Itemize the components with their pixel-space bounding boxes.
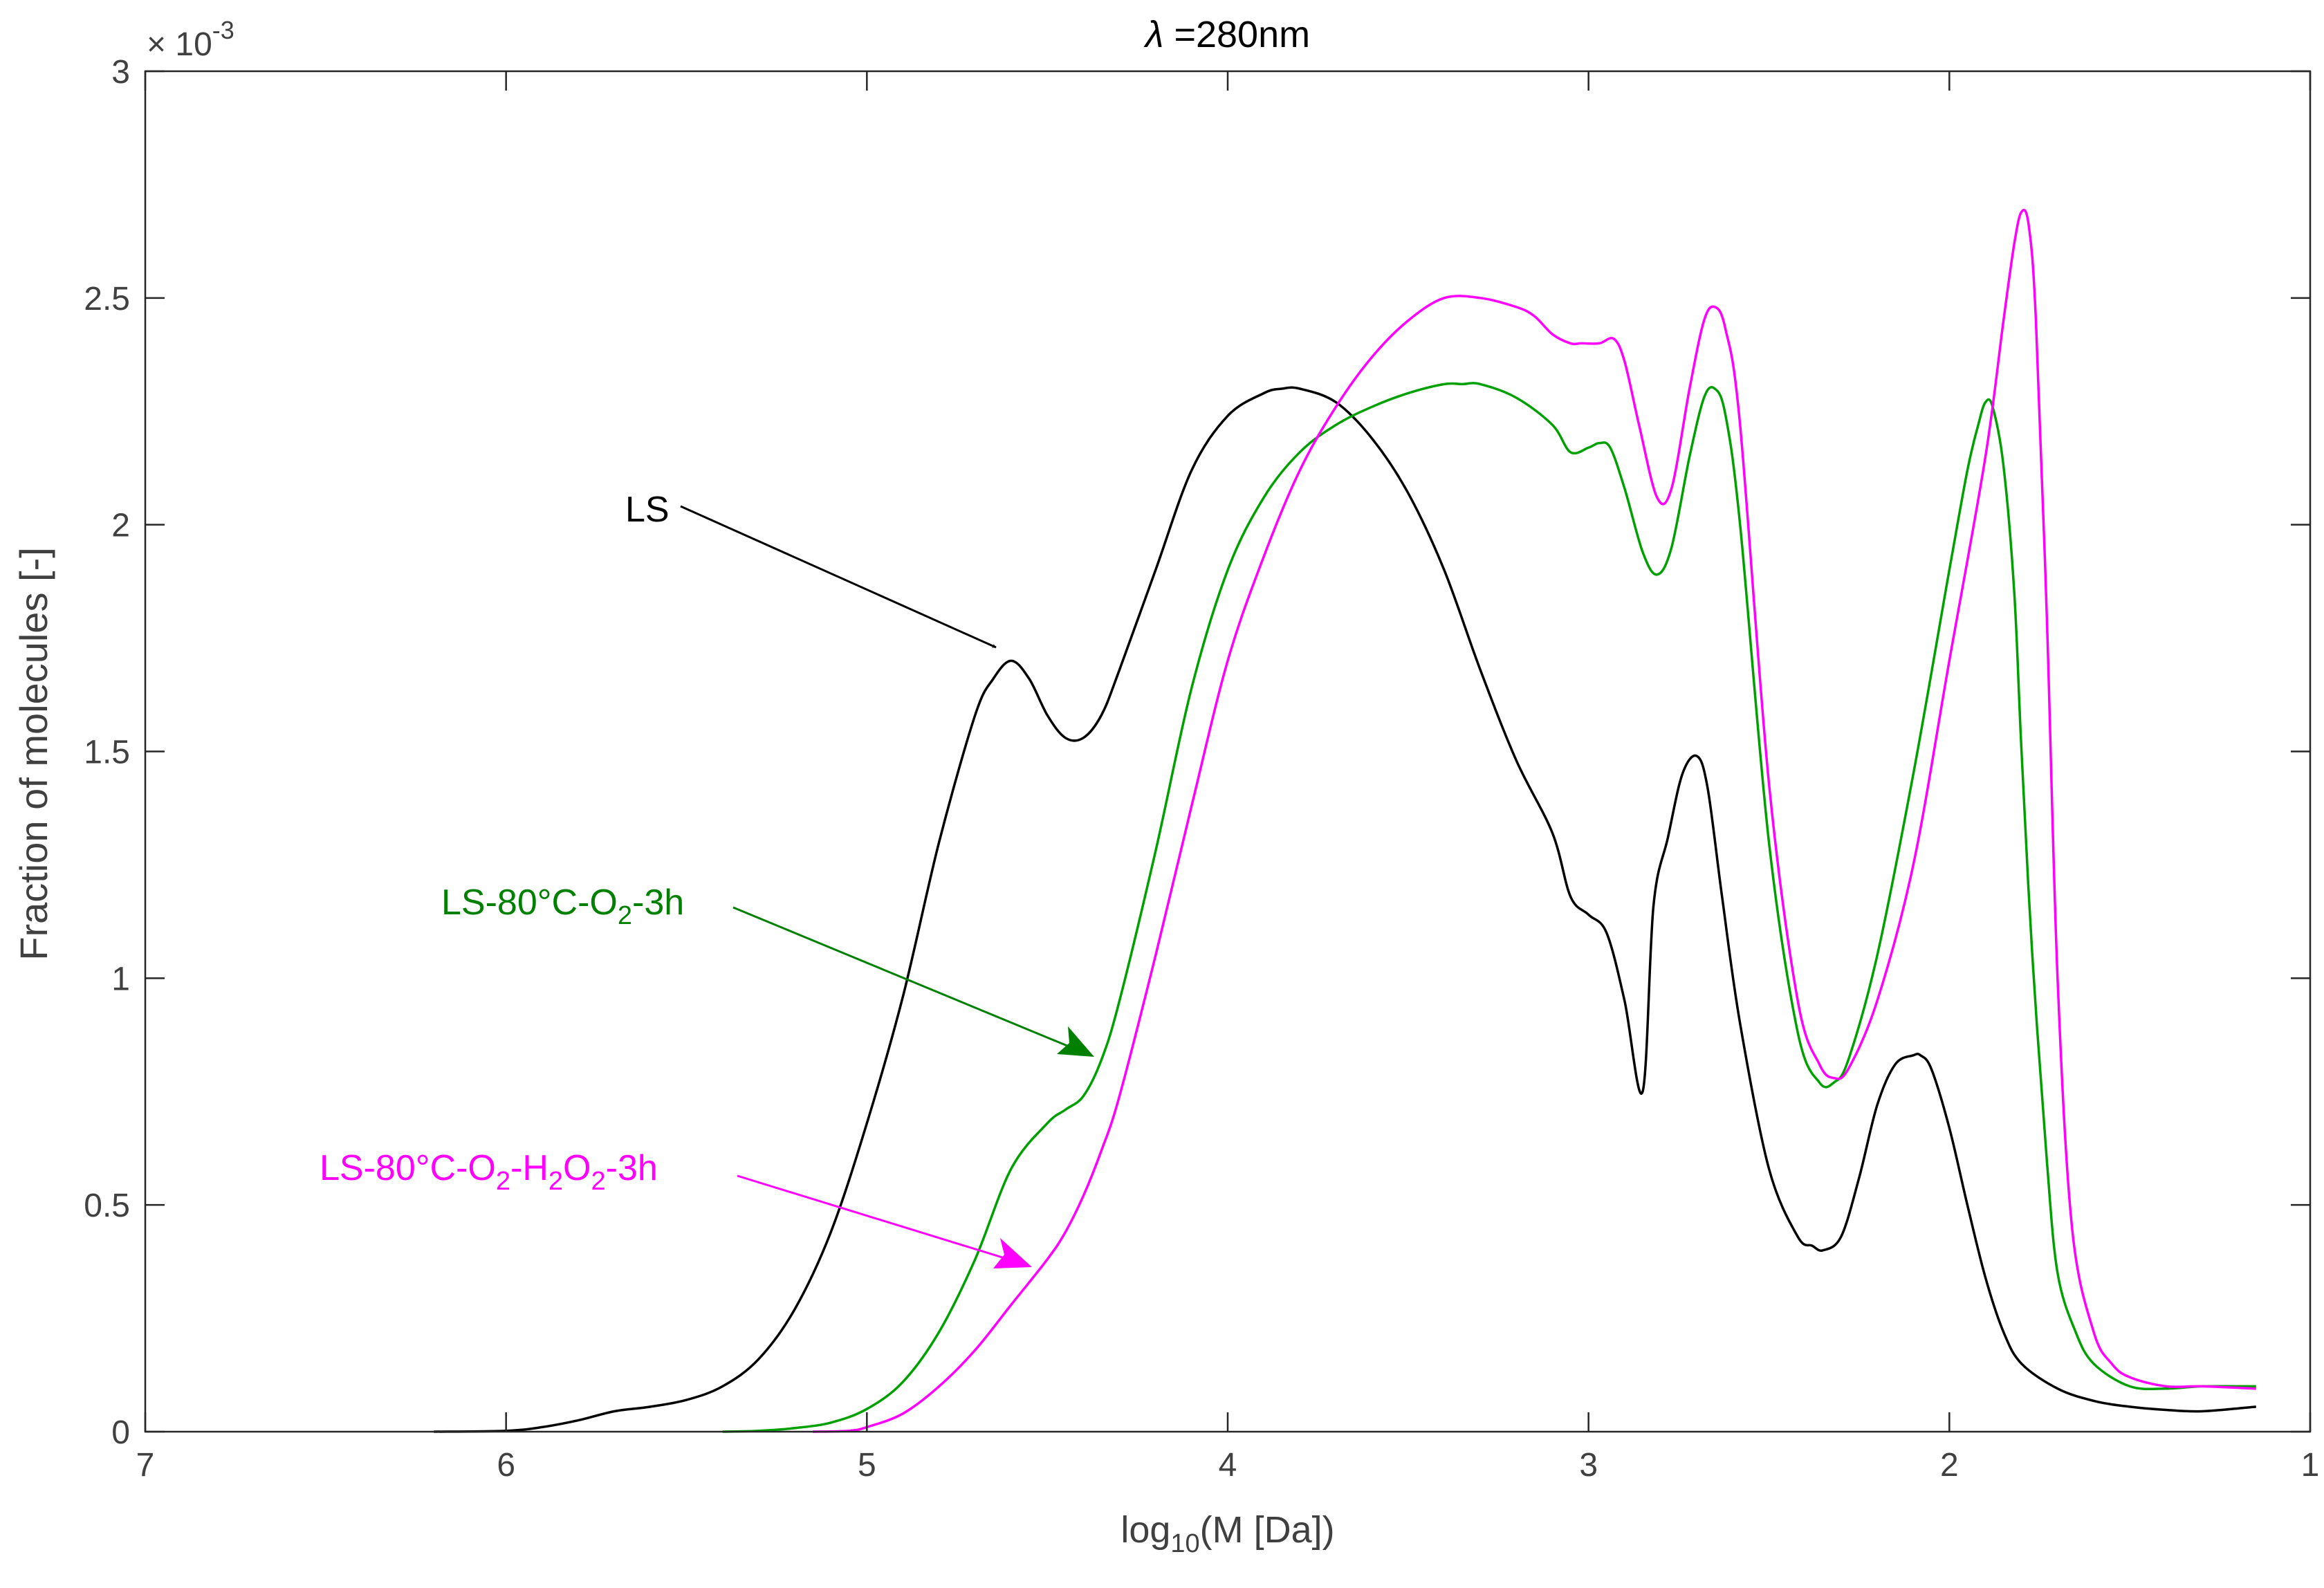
y-tick-label: 1.5 <box>84 735 130 771</box>
annotation-h2o2-label: LS-80°C-O2-H2O2-3h <box>320 1148 658 1196</box>
annotation-ls-arrow <box>680 505 997 649</box>
annotation-o2-part-a: LS-80°C-O <box>441 883 618 923</box>
title-text: =280nm <box>1163 14 1310 55</box>
annotation-o2-part-b: -3h <box>632 883 684 923</box>
annotation-h2o2-sub-3: 2 <box>591 1167 605 1196</box>
annotation-h2o2-arrowhead <box>993 1238 1032 1268</box>
annotation-h2o2-part-d: -3h <box>606 1148 658 1188</box>
x-tick-label: 7 <box>136 1447 155 1484</box>
x-axis-label: log10(M [Da]) <box>1120 1509 1334 1558</box>
annotation-h2o2-part-b: -H <box>510 1148 548 1188</box>
y-axis-multiplier: × 10-3 <box>147 16 234 63</box>
y-tick-label: 1 <box>111 961 130 997</box>
axes-layer: 7 6 5 4 3 2 1 0 0.5 1 1.5 2 2.5 3 <box>84 54 2319 1484</box>
y-tick-label: 3 <box>111 54 130 91</box>
series-line-o2 <box>722 382 2256 1433</box>
x-tick-label: 2 <box>1940 1447 1959 1484</box>
multiplier-base: × 10 <box>147 26 212 63</box>
x-tick-label: 3 <box>1579 1447 1598 1484</box>
annotation-h2o2-part-c: O <box>563 1148 591 1188</box>
x-axis-label-rest: (M [Da]) <box>1200 1509 1335 1551</box>
series-line-h2o2 <box>813 208 2256 1433</box>
y-tick-label: 2.5 <box>84 281 130 317</box>
annotation-h2o2-arrow <box>737 1174 1012 1262</box>
plot-background <box>145 71 2310 1432</box>
annotation-o2-arrowhead <box>1057 1026 1094 1057</box>
x-tick-label: 5 <box>858 1447 876 1484</box>
title-lambda-symbol: λ <box>1143 14 1164 55</box>
x-axis-label-subscript: 10 <box>1170 1529 1199 1558</box>
x-tick-label: 1 <box>2301 1447 2320 1484</box>
y-tick-label: 0 <box>111 1414 130 1451</box>
annotation-ls-label: LS <box>625 490 670 530</box>
y-tick-label: 0.5 <box>84 1188 130 1224</box>
y-axis-label: Fraction of molecules [-] <box>12 547 55 961</box>
annotation-h2o2-sub-2: 2 <box>548 1167 563 1196</box>
annotation-o2-subscript: 2 <box>618 901 632 930</box>
annotation-o2-label: LS-80°C-O2-3h <box>441 883 684 930</box>
y-tick-label: 2 <box>111 508 130 544</box>
annotation-h2o2-part-a: LS-80°C-O <box>320 1148 496 1188</box>
series-line-ls <box>434 386 2256 1433</box>
x-tick-label: 6 <box>497 1447 515 1484</box>
annotation-h2o2-sub-1: 2 <box>496 1167 510 1196</box>
annotations-layer: LS LS-80°C-O2-3h LS-80°C-O2-H2O2-3h <box>320 490 1094 1268</box>
annotation-o2-arrow <box>732 906 1076 1051</box>
multiplier-exponent: -3 <box>212 16 234 44</box>
x-tick-label: 4 <box>1219 1447 1237 1484</box>
x-axis-label-log: log <box>1120 1509 1170 1551</box>
chart-title: λ =280nm <box>1143 14 1310 55</box>
series-layer <box>434 208 2256 1433</box>
